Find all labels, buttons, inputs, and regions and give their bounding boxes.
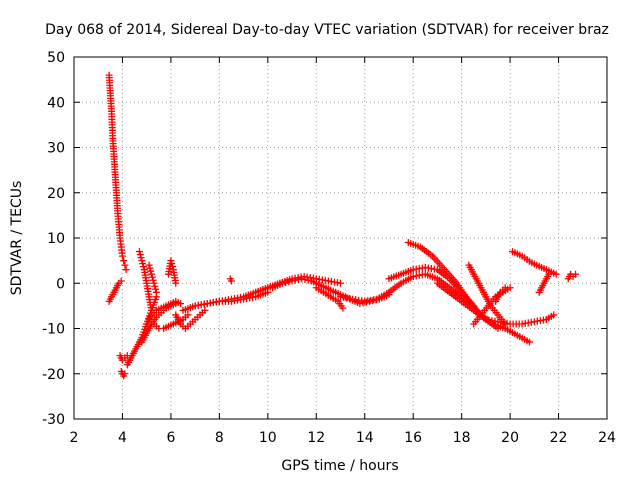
x-tick-label: 22 xyxy=(550,430,568,446)
data-point-markers xyxy=(123,293,160,369)
y-tick-label: -30 xyxy=(42,412,65,428)
x-tick-label: 18 xyxy=(453,430,471,446)
y-tick-label: 30 xyxy=(47,141,65,157)
series-arc-3.9 xyxy=(116,352,131,364)
series-arc-3.5 xyxy=(105,71,130,274)
data-point-markers xyxy=(164,257,180,287)
series-arc-22.4 xyxy=(564,270,580,283)
plot-frame xyxy=(73,56,608,420)
series-arc-4.7 xyxy=(135,248,156,314)
chart-title: Day 068 of 2014, Sidereal Day-to-day VTE… xyxy=(45,22,609,38)
data-point-markers xyxy=(143,297,185,328)
data-points xyxy=(105,71,580,380)
x-tick-label: 8 xyxy=(215,430,224,446)
grid xyxy=(74,57,607,419)
series-arc-4.2 xyxy=(123,293,160,369)
x-tick-label: 10 xyxy=(259,430,277,446)
series-arc-6.0 xyxy=(164,257,180,287)
data-point-markers xyxy=(312,284,347,312)
data-point-markers xyxy=(509,248,560,278)
data-point-markers xyxy=(404,239,533,346)
data-point-markers xyxy=(492,284,509,305)
data-point-markers xyxy=(535,270,553,296)
x-tick-label: 6 xyxy=(166,430,175,446)
data-point-markers xyxy=(135,248,156,314)
x-tick-label: 20 xyxy=(501,430,519,446)
series-arc-12.0 xyxy=(312,284,347,312)
x-tick-label: 4 xyxy=(118,430,127,446)
data-point-markers xyxy=(117,367,129,380)
y-tick-label: 20 xyxy=(47,186,65,202)
data-point-markers xyxy=(105,71,130,274)
series-arc-21.2 xyxy=(535,270,553,296)
data-point-markers xyxy=(145,261,160,296)
data-point-markers xyxy=(172,306,209,332)
x-axis-label: GPS time / hours xyxy=(281,458,398,474)
y-tick-label: -10 xyxy=(42,322,65,338)
x-tick-label: 24 xyxy=(598,430,616,446)
x-tick-label: 16 xyxy=(404,430,422,446)
x-tick-label: 2 xyxy=(70,430,79,446)
series-arc-20.1 xyxy=(509,248,560,278)
data-point-markers xyxy=(105,277,125,305)
x-tick-label: 12 xyxy=(307,430,325,446)
data-point-markers xyxy=(116,352,131,364)
series-arc-3.5b xyxy=(105,277,125,305)
x-tick-label: 14 xyxy=(356,430,374,446)
y-tick-label: 50 xyxy=(47,50,65,66)
series-arc-7.0 xyxy=(191,288,272,310)
series-arc-6.2 xyxy=(172,306,209,332)
data-point-markers xyxy=(226,275,235,285)
series-arc-5.1 xyxy=(145,261,160,296)
data-point-markers xyxy=(191,288,272,310)
y-tick-label: 40 xyxy=(47,95,65,111)
y-tick-label: 10 xyxy=(47,231,65,247)
y-tick-label: -20 xyxy=(42,367,65,383)
series-arc-8.5 xyxy=(226,275,235,285)
y-axis-label: SDTVAR / TECUs xyxy=(9,181,25,296)
series-arc-5.0 xyxy=(143,297,185,328)
data-point-markers xyxy=(564,270,580,283)
series-arc-15.8 xyxy=(404,239,533,346)
series-arc-19.4 xyxy=(492,284,509,305)
series-arc-4.0 xyxy=(117,367,129,380)
y-tick-label: 0 xyxy=(56,276,65,292)
